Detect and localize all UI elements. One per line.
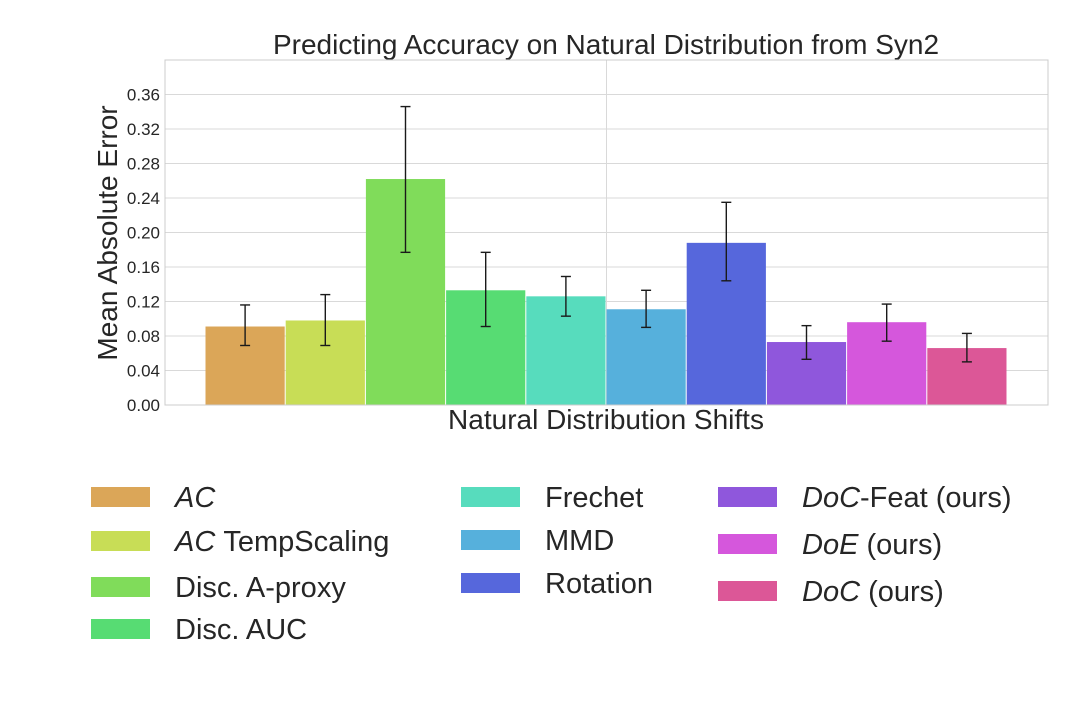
chart-title: Predicting Accuracy on Natural Distribut… — [273, 29, 939, 60]
y-tick-label: 0.24 — [127, 189, 160, 208]
legend-label-text: (ours) — [860, 576, 944, 608]
legend-label-0: AC — [173, 482, 216, 514]
legend-label-text: MMD — [545, 525, 614, 557]
legend-label-7: DoC-Feat (ours) — [802, 482, 1012, 514]
y-tick-label: 0.28 — [127, 155, 160, 174]
legend-label-italic: DoC — [802, 482, 861, 514]
y-tick-label: 0.20 — [127, 224, 160, 243]
y-axis-label: Mean Absolute Error — [92, 105, 123, 360]
legend-label-8: DoE (ours) — [802, 529, 942, 561]
legend-swatch-0 — [91, 487, 150, 507]
legend-label-9: DoC (ours) — [802, 576, 944, 608]
legend-label-italic: AC — [173, 482, 216, 514]
legend-label-italic: DoC — [802, 576, 861, 608]
legend-label-text: TempScaling — [215, 526, 389, 558]
legend-label-5: MMD — [545, 525, 614, 557]
y-ticks: 0.00 0.04 0.08 0.12 0.16 0.20 0.24 0.28 0.32 0.36 — [127, 86, 160, 416]
y-tick-label: 0.32 — [127, 120, 160, 139]
y-tick-label: 0.08 — [127, 327, 160, 346]
legend-swatch-8 — [718, 534, 777, 554]
x-axis-label: Natural Distribution Shifts — [448, 404, 764, 435]
legend-label-4: Frechet — [545, 482, 643, 514]
legend-label-text: -Feat (ours) — [860, 482, 1011, 514]
legend-label-6: Rotation — [545, 568, 653, 600]
y-tick-label: 0.04 — [127, 362, 160, 381]
legend-label-text: Disc. A-proxy — [175, 572, 346, 604]
bars — [205, 179, 1007, 405]
legend-label-italic: DoE — [802, 529, 859, 561]
legend-label-text: (ours) — [858, 529, 942, 561]
y-tick-label: 0.12 — [127, 293, 160, 312]
y-tick-label: 0.36 — [127, 86, 160, 105]
legend-label-text: Frechet — [545, 482, 643, 514]
legend-swatch-1 — [91, 531, 150, 551]
legend-swatch-2 — [91, 577, 150, 597]
legend-swatch-9 — [718, 581, 777, 601]
legend-swatch-5 — [461, 530, 520, 550]
legend-swatch-3 — [91, 619, 150, 639]
legend-label-italic: AC — [173, 526, 216, 558]
legend-swatch-6 — [461, 573, 520, 593]
error-bars — [240, 105, 972, 363]
legend-label-3: Disc. AUC — [175, 614, 307, 646]
legend-swatch-4 — [461, 487, 520, 507]
y-tick-label: 0.00 — [127, 396, 160, 415]
legend-swatch-7 — [718, 487, 777, 507]
legend-label-text: Rotation — [545, 568, 653, 600]
plot-frame — [164, 59, 1049, 406]
legend-label-text: Disc. AUC — [175, 614, 307, 646]
legend-label-2: Disc. A-proxy — [175, 572, 346, 604]
legend-label-1: AC TempScaling — [173, 526, 389, 558]
y-tick-label: 0.16 — [127, 258, 160, 277]
